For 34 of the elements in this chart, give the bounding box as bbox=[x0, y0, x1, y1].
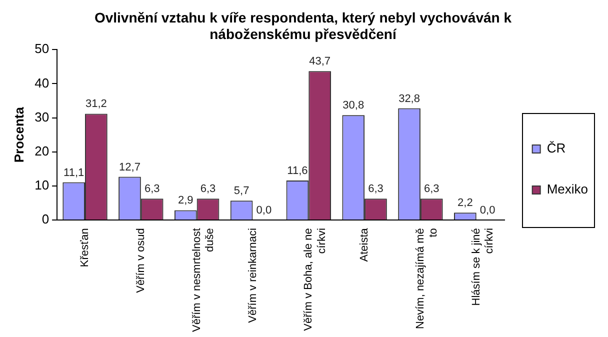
data-label: 0,0 bbox=[256, 204, 272, 217]
y-tick-label: 30 bbox=[34, 109, 50, 124]
data-label: 2,2 bbox=[458, 197, 473, 210]
legend-label: Mexiko bbox=[546, 182, 588, 197]
data-label: 32,8 bbox=[398, 92, 420, 105]
x-tick-label: Ateista bbox=[358, 227, 371, 262]
y-axis-title: Procenta bbox=[11, 106, 26, 163]
data-label: 12,7 bbox=[119, 161, 140, 174]
x-tick-label: Křesťan bbox=[79, 228, 92, 268]
data-label: 6,3 bbox=[144, 183, 160, 196]
data-label: 43,7 bbox=[309, 56, 331, 68]
x-tick-label: Věřím v osud bbox=[134, 228, 147, 293]
data-label: 31,2 bbox=[85, 98, 107, 110]
y-tick-label: 20 bbox=[34, 143, 50, 158]
data-label: 6,3 bbox=[368, 183, 384, 196]
x-tick-label: Věřím v Boha, ale ne církvi bbox=[302, 228, 328, 331]
x-tick-label: Věřím v nesmrtelnost duše bbox=[190, 228, 216, 332]
data-label: 2,9 bbox=[178, 194, 194, 207]
y-tick-label: 10 bbox=[34, 178, 50, 193]
data-label: 5,7 bbox=[234, 185, 250, 198]
data-label: 11,1 bbox=[64, 166, 84, 179]
chart-title: Ovlivnění vztahu k víře respondenta, který nebyl vychováván k náboženskému přesvědčení bbox=[94, 9, 512, 42]
data-label: 6,3 bbox=[200, 183, 216, 196]
data-label: 0,0 bbox=[480, 204, 496, 217]
y-tick-label: 50 bbox=[34, 41, 50, 56]
x-tick-label: Věřím v reinkarnaci bbox=[246, 228, 259, 323]
data-label: 6,3 bbox=[424, 183, 440, 196]
data-label: 11,6 bbox=[287, 165, 308, 178]
y-tick-label: 0 bbox=[42, 212, 50, 227]
x-tick-label: Nevím, nezajímá mě to bbox=[414, 228, 440, 329]
data-label: 30,8 bbox=[342, 100, 364, 112]
x-tick-label: Hlásím se k jiné církvi bbox=[470, 228, 496, 306]
legend-label: ČR bbox=[546, 140, 566, 156]
y-tick-label: 40 bbox=[34, 75, 50, 90]
